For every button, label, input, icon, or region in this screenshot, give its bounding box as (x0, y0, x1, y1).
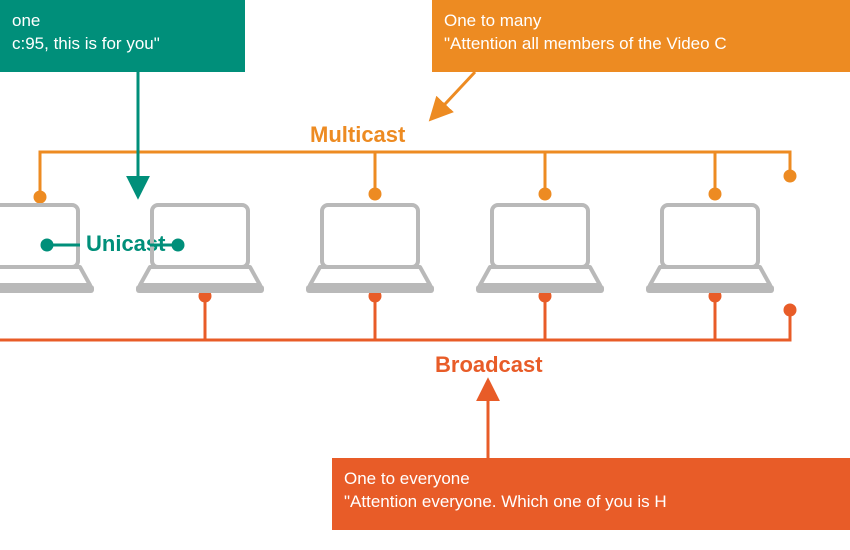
unicast-callout-line2: c:95, this is for you" (12, 33, 233, 56)
broadcast-label: Broadcast (435, 352, 543, 378)
multicast-bus (35, 152, 795, 202)
broadcast-bus (0, 291, 795, 340)
multicast-callout-line2: "Attention all members of the Video C (444, 33, 838, 56)
laptop-icon (306, 205, 434, 293)
unicast-callout: one c:95, this is for you" (0, 0, 245, 72)
laptop-icon (0, 205, 94, 293)
laptop-icon (476, 205, 604, 293)
multicast-arrow (432, 72, 475, 118)
broadcast-callout-line1: One to everyone (344, 468, 838, 491)
unicast-label: Unicast (86, 231, 165, 257)
multicast-label: Multicast (310, 122, 405, 148)
broadcast-callout: One to everyone "Attention everyone. Whi… (332, 458, 850, 530)
multicast-callout-line1: One to many (444, 10, 838, 33)
unicast-callout-line1: one (12, 10, 233, 33)
laptop-icon (646, 205, 774, 293)
multicast-callout: One to many "Attention all members of th… (432, 0, 850, 72)
broadcast-callout-line2: "Attention everyone. Which one of you is… (344, 491, 838, 514)
